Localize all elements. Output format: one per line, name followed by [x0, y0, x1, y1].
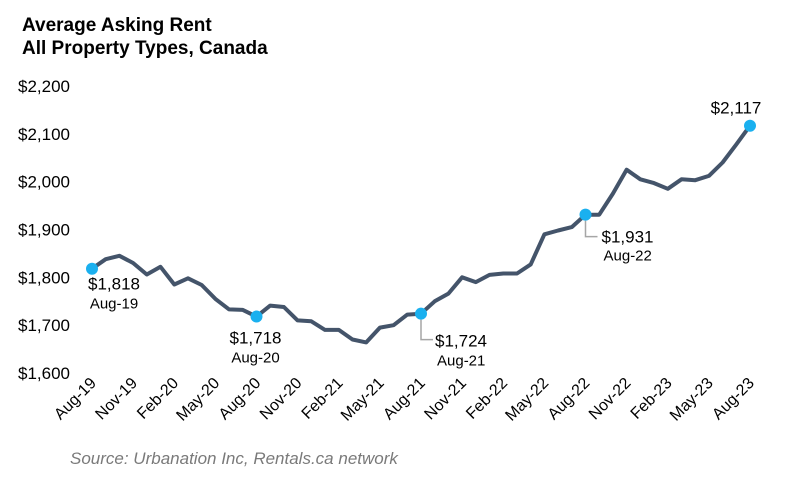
chart-subtitle: All Property Types, Canada	[22, 38, 268, 59]
data-label-value: $1,724	[435, 332, 487, 351]
data-label-value: $1,818	[88, 275, 140, 294]
y-tick-label: $2,000	[18, 173, 70, 192]
leader-line	[420, 319, 433, 341]
data-label-date: Aug-22	[604, 248, 652, 265]
x-tick-label: Feb-20	[134, 375, 182, 423]
x-tick-label: May-20	[173, 375, 223, 425]
y-tick-label: $1,800	[18, 268, 70, 287]
x-tick-label: May-23	[667, 375, 717, 425]
data-label-date: Aug-20	[231, 350, 279, 367]
y-tick-label: $2,200	[18, 77, 70, 96]
x-tick-label: May-21	[338, 375, 388, 425]
data-label-value: $1,718	[230, 329, 282, 348]
x-tick-label: Nov-22	[586, 375, 635, 424]
y-axis: $1,600 $1,700 $1,800 $1,900 $2,000 $2,100 $2,2…	[18, 77, 70, 383]
data-marker	[744, 119, 756, 132]
y-tick-label: $1,600	[18, 364, 70, 383]
data-label-date: Aug-21	[437, 353, 485, 370]
x-tick-label: Nov-21	[421, 375, 470, 424]
y-tick-label: $2,100	[18, 125, 70, 144]
data-marker	[86, 262, 98, 275]
chart-title: Average Asking Rent	[22, 15, 212, 36]
annotations: $1,818 Aug-19 $1,718 Aug-20 $1,724 Aug-21 $1,9…	[86, 99, 761, 370]
data-label-value: $1,931	[602, 228, 654, 247]
source-note: Source: Urbanation Inc, Rentals.ca netwo…	[70, 449, 398, 468]
y-tick-label: $1,700	[18, 316, 70, 335]
x-axis: Aug-19Nov-19Feb-20May-20Aug-20Nov-20Feb-…	[51, 375, 758, 425]
data-label-date: Aug-19	[90, 296, 138, 313]
x-tick-label: Nov-20	[257, 375, 306, 424]
data-marker	[579, 208, 592, 221]
data-marker	[415, 307, 427, 320]
x-tick-label: Aug-23	[709, 375, 758, 424]
x-tick-label: Feb-22	[463, 375, 511, 423]
x-tick-label: May-22	[502, 375, 552, 425]
x-tick-label: Feb-23	[628, 375, 676, 423]
x-tick-label: Aug-22	[545, 375, 594, 424]
x-tick-label: Feb-21	[299, 375, 347, 423]
data-label-value: $2,117	[711, 99, 762, 118]
x-tick-label: Aug-20	[216, 375, 265, 424]
x-tick-label: Aug-21	[380, 375, 429, 424]
y-tick-label: $1,900	[18, 221, 70, 240]
data-marker	[250, 310, 263, 323]
leader-line	[584, 220, 598, 238]
chart-title-block: Average Asking Rent All Property Types, …	[22, 14, 268, 60]
x-tick-label: Nov-19	[92, 375, 141, 424]
